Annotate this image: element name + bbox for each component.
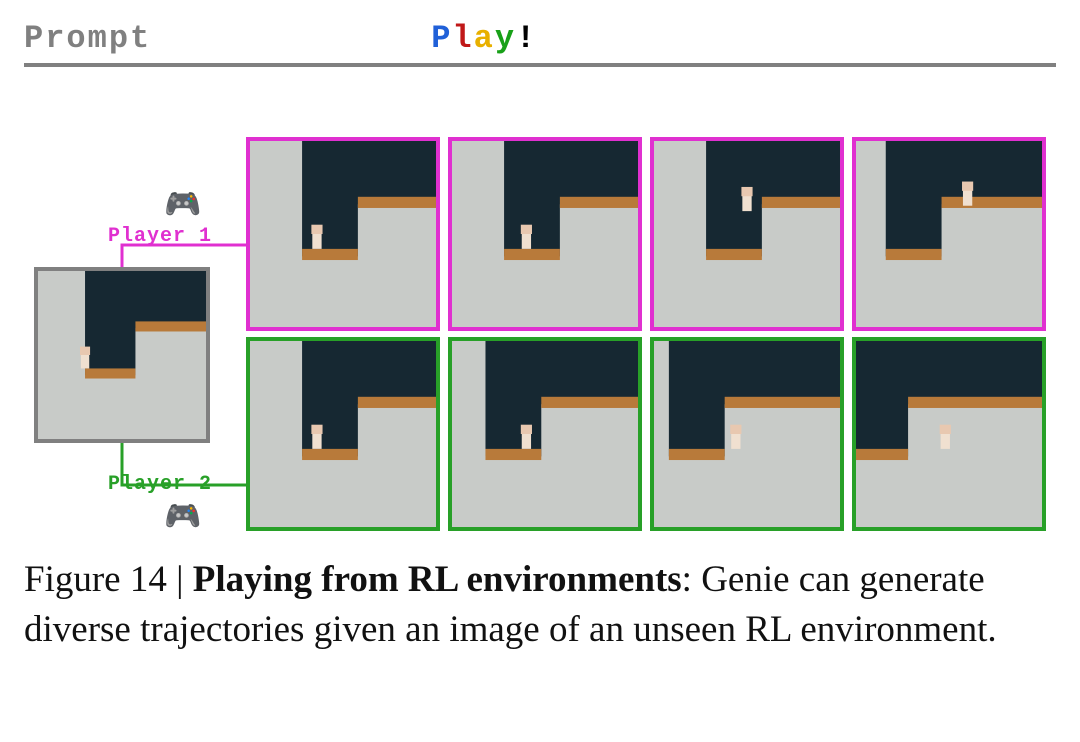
controller-icon: 🎮	[164, 499, 201, 534]
trajectory-frame	[246, 337, 440, 531]
trajectory-frame	[852, 137, 1046, 331]
trajectory-frame	[448, 337, 642, 531]
play-heading: Play!	[431, 20, 537, 57]
figure-caption: Figure 14 | Playing from RL environments…	[24, 555, 1056, 655]
play-letter: y	[495, 20, 516, 57]
caption-fig-label: Figure 14 |	[24, 559, 193, 600]
play-letter: P	[431, 20, 452, 57]
caption-bold: Playing from RL environments	[193, 559, 682, 600]
trajectory-frame	[650, 137, 844, 331]
prompt-heading: Prompt	[24, 20, 151, 57]
player-label: Player 1	[108, 225, 212, 248]
play-letter: a	[474, 20, 495, 57]
player-label: Player 2	[108, 473, 212, 496]
trajectory-frame	[650, 337, 844, 531]
trajectory-frame	[246, 137, 440, 331]
prompt-frame	[34, 267, 210, 443]
trajectory-frame	[852, 337, 1046, 531]
play-letter: !	[516, 20, 537, 57]
header-row: Prompt Play!	[24, 20, 1056, 57]
play-letter: l	[452, 20, 473, 57]
trajectory-frame	[448, 137, 642, 331]
figure-area: 🎮🎮Player 1Player 2	[24, 97, 1056, 527]
controller-icon: 🎮	[164, 187, 201, 222]
divider-line	[24, 63, 1056, 67]
